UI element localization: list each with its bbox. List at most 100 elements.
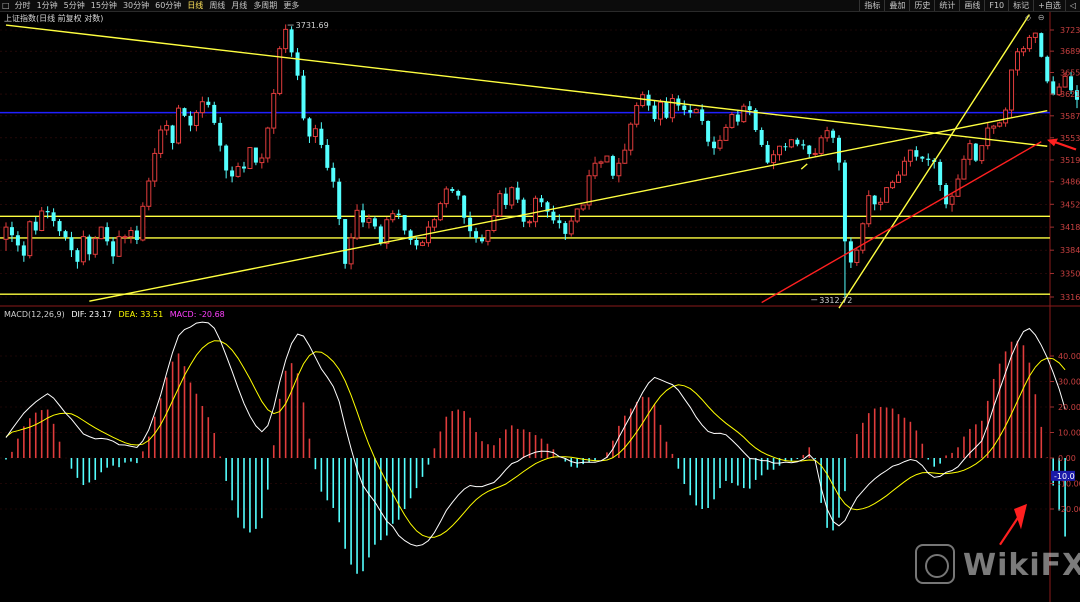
diamond-icon[interactable]: ◇	[1025, 13, 1032, 22]
period-tab[interactable]: 1分钟	[36, 1, 58, 10]
period-tab[interactable]: 5分钟	[63, 1, 85, 10]
candle-body	[693, 108, 699, 114]
candle-body	[21, 245, 26, 256]
period-tab[interactable]: 多周期	[253, 1, 278, 10]
candle-body	[331, 167, 336, 182]
tool-tab[interactable]: 画线	[959, 0, 984, 11]
candle-body	[158, 129, 164, 154]
candle-body	[437, 203, 443, 221]
red-arrow-macd-head	[1014, 503, 1027, 530]
candle-body	[480, 237, 484, 242]
price-tick-label: 3621	[1060, 90, 1080, 99]
candle-body	[425, 226, 431, 244]
chart-title: 上证指数(日线 前复权 对数)	[4, 14, 104, 23]
period-tab[interactable]: 日线	[187, 1, 204, 10]
zoom-icon[interactable]: ⊖	[1037, 13, 1045, 22]
candle-body	[1026, 36, 1032, 50]
candle-body	[366, 217, 372, 223]
candle-body	[521, 199, 526, 222]
chart-grid	[0, 12, 1080, 602]
candle-body	[182, 108, 187, 116]
period-tab[interactable]: 15分钟	[90, 1, 117, 10]
candle-body	[955, 178, 961, 197]
candle-body	[188, 115, 193, 126]
period-tab[interactable]: 分时	[14, 1, 31, 10]
top-toolbar: □ 分时 1分钟 5分钟 15分钟 30分钟 60分钟 日线 周线 月线 多周期 更多 指标 叠加 历史统…	[0, 0, 1080, 12]
candle-body	[759, 130, 764, 145]
tool-tab[interactable]: +自选	[1033, 0, 1065, 11]
candle-body	[491, 215, 497, 232]
annotations: 3731.69 3312.72	[287, 21, 1077, 546]
macd-tick-label: -10.00	[1058, 480, 1080, 489]
candle-body	[801, 144, 806, 146]
candle-body	[783, 146, 788, 148]
square-icon[interactable]: □	[2, 1, 10, 10]
candle-body	[854, 249, 860, 263]
candle-body	[503, 193, 508, 205]
macd-histogram	[5, 340, 1066, 574]
candle-body	[206, 101, 211, 105]
tool-tab[interactable]: 历史	[909, 0, 934, 11]
candle-body	[700, 109, 705, 121]
candle-body	[824, 130, 830, 139]
period-tab[interactable]: 60分钟	[155, 1, 182, 10]
tool-tab[interactable]: 统计	[934, 0, 959, 11]
candle-body	[63, 231, 68, 238]
macd-tick-label: 20.00	[1058, 403, 1080, 412]
trendline	[838, 14, 1030, 309]
candle-body	[926, 158, 931, 160]
trendline	[5, 24, 1048, 147]
candle-body	[795, 139, 800, 145]
candle-body	[27, 221, 33, 257]
candle-body	[408, 230, 413, 240]
candle-body	[92, 238, 98, 255]
candle-body	[462, 195, 467, 218]
period-tab[interactable]: 月线	[231, 1, 248, 10]
tool-tab[interactable]: F10	[984, 0, 1008, 11]
price-tick-label: 3384	[1060, 246, 1080, 255]
candle-body	[111, 241, 116, 257]
candle-body	[497, 193, 503, 217]
tool-tabs: 指标 叠加 历史 统计 画线 F10 标记 +自选 ◁	[859, 0, 1080, 11]
candle-body	[890, 181, 896, 189]
price-tick-label: 3316	[1060, 293, 1080, 302]
candle-body	[253, 147, 258, 163]
candle-body	[907, 149, 913, 162]
tool-tab[interactable]: 标记	[1008, 0, 1033, 11]
candle-body	[15, 235, 20, 246]
period-tab[interactable]: 更多	[283, 1, 300, 10]
high-label: 3731.69	[296, 21, 329, 30]
candle-body	[146, 180, 152, 207]
candle-body	[515, 187, 520, 200]
macd-tick-label: -20.00	[1058, 505, 1080, 514]
candle-body	[39, 210, 45, 232]
tool-tab[interactable]: ◁	[1064, 0, 1080, 11]
candle-body	[896, 174, 901, 183]
candle-body	[247, 147, 253, 170]
candle-body	[604, 155, 610, 163]
candle-body	[658, 101, 663, 120]
candle-body	[218, 122, 223, 146]
candle-body	[788, 139, 794, 148]
period-tab[interactable]: 30分钟	[122, 1, 150, 10]
candle-body	[431, 219, 437, 228]
period-tab[interactable]: 周线	[209, 1, 226, 10]
tool-tab[interactable]: 叠加	[884, 0, 909, 11]
red-arrow-price-shaft	[1051, 140, 1077, 151]
candle-body	[717, 139, 723, 149]
candle-body	[51, 212, 56, 222]
candle-body	[468, 217, 473, 232]
candle-body	[509, 187, 515, 206]
candle-body	[33, 221, 38, 231]
price-tick-label: 3452	[1060, 200, 1080, 209]
candle-body	[1009, 69, 1015, 111]
candle-body	[1032, 32, 1038, 38]
candle-body	[1056, 86, 1062, 96]
candle-body	[920, 156, 925, 159]
candle-body	[866, 195, 872, 225]
candle-body	[669, 98, 675, 119]
tool-tab[interactable]: 指标	[859, 0, 884, 11]
candle-body	[134, 230, 139, 240]
candle-body	[230, 170, 235, 177]
